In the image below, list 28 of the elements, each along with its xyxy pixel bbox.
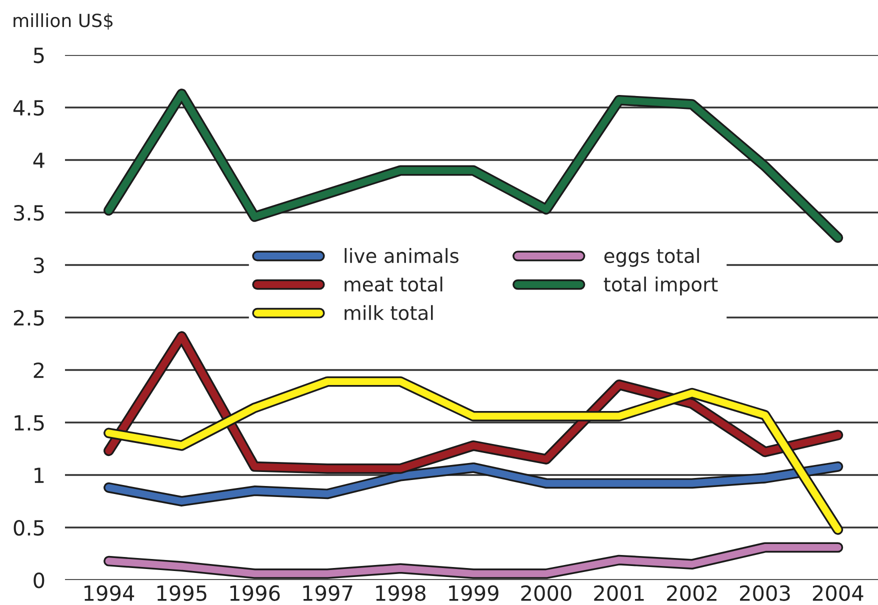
x-tick-label: 2003 xyxy=(740,585,790,601)
y-axis-title: million US$ xyxy=(14,13,113,30)
legend-label: live animals xyxy=(344,248,458,264)
x-tick-label: 1994 xyxy=(84,585,134,601)
x-tick-label: 1995 xyxy=(157,585,206,601)
y-tick-label: 5 xyxy=(34,48,44,64)
x-tick-label: 2004 xyxy=(812,585,864,601)
legend-label: eggs total xyxy=(604,248,699,267)
y-tick-label: 0 xyxy=(34,572,44,588)
x-tick-label: 2001 xyxy=(594,585,644,601)
y-tick-label: 2 xyxy=(34,362,44,378)
legend-label: total import xyxy=(604,276,718,296)
x-tick-label: 1999 xyxy=(449,585,498,601)
y-tick-label: 3 xyxy=(34,257,44,274)
y-tick-label: 0.5 xyxy=(14,520,44,536)
x-tick-label: 2000 xyxy=(521,585,572,601)
x-tick-label: 2002 xyxy=(667,585,716,601)
x-tick-label: 1997 xyxy=(303,585,352,601)
y-tick-label: 4.5 xyxy=(13,100,44,116)
y-tick-label: 1 xyxy=(34,468,44,483)
y-tick-label: 3.5 xyxy=(14,204,44,221)
y-tick-label: 2.5 xyxy=(14,310,44,326)
x-tick-label: 1996 xyxy=(230,585,280,601)
x-tick-label: 1998 xyxy=(376,585,426,601)
legend-label: meat total xyxy=(344,276,442,292)
y-tick-label: 4 xyxy=(33,152,44,168)
legend-label: milk total xyxy=(344,305,433,320)
y-tick-label: 1.5 xyxy=(14,415,44,431)
